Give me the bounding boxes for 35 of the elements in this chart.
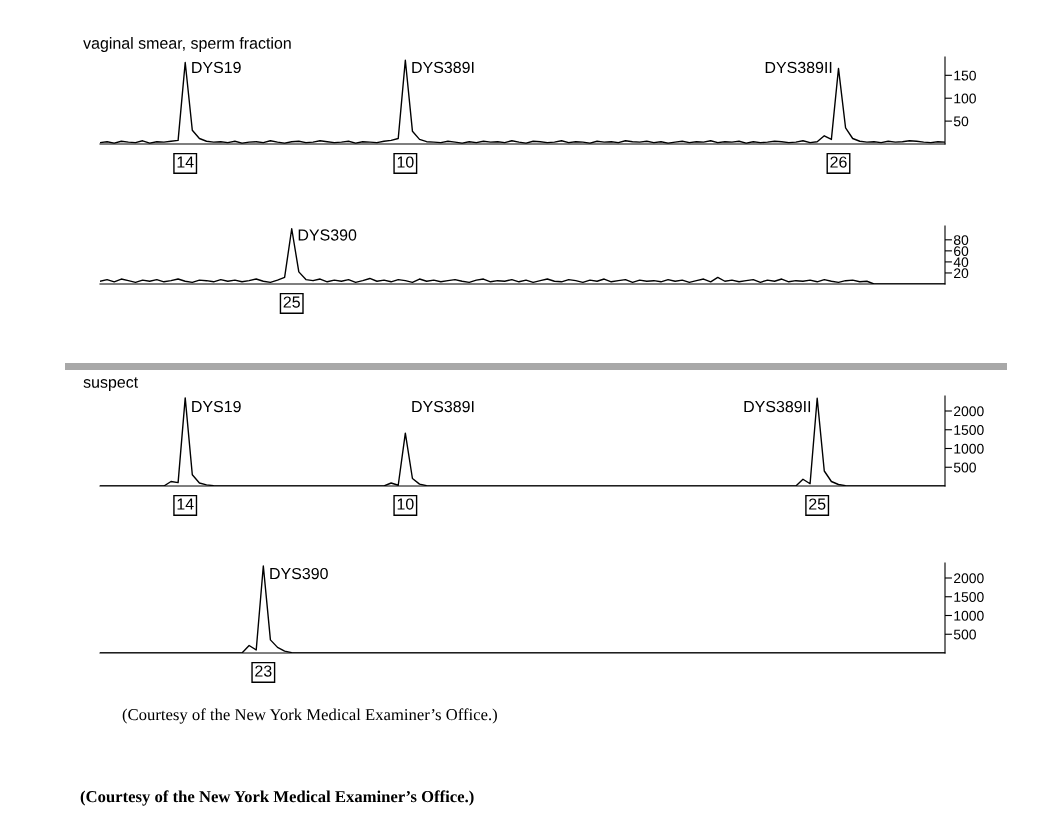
text: 10 [397,156,414,168]
y-tick-label: 1000 [954,610,984,621]
annotation: DYS19 [192,61,241,74]
text: (Courtesy of the New York Medical Examiner’s Office.) [122,708,497,724]
text: 26 [830,156,847,168]
annotation: DYS389II [765,61,832,74]
annotation: DYS390 [270,567,328,580]
y-tick-label: 2000 [954,573,984,584]
text: 14 [177,156,194,168]
y-tick-label: 1500 [954,425,984,435]
text: 10 [397,498,414,510]
y-tick-label: 20 [954,268,969,279]
y-tick-label: 1500 [954,592,984,602]
y-tick-label: 100 [954,93,976,104]
text: (Courtesy of the New York Medical Examiner’s Office.) [80,790,474,806]
chart-title: vaginal smear, sperm fraction [83,37,291,52]
text: 14 [177,498,194,510]
y-tick-label: 500 [953,629,976,640]
annotation: DYS389I [412,61,474,74]
y-tick-label: 50 [953,116,969,127]
y-tick-label: 2000 [954,406,984,417]
annotation: DYS389I [412,400,474,413]
text: 25 [283,296,300,308]
y-tick-label: 1000 [954,443,984,454]
text: 25 [809,498,826,510]
y-tick-label: 80 [953,235,969,245]
y-tick-label: 500 [953,462,976,473]
text: 23 [255,665,272,677]
y-tick-label: 150 [954,70,976,81]
annotation: DYS389II [744,400,811,413]
annotation: DYS390 [298,229,357,241]
chart-title: suspect [83,377,139,391]
y-tick-label: 60 [954,246,969,257]
y-tick-label: 40 [953,257,969,268]
annotation: DYS19 [192,400,241,413]
